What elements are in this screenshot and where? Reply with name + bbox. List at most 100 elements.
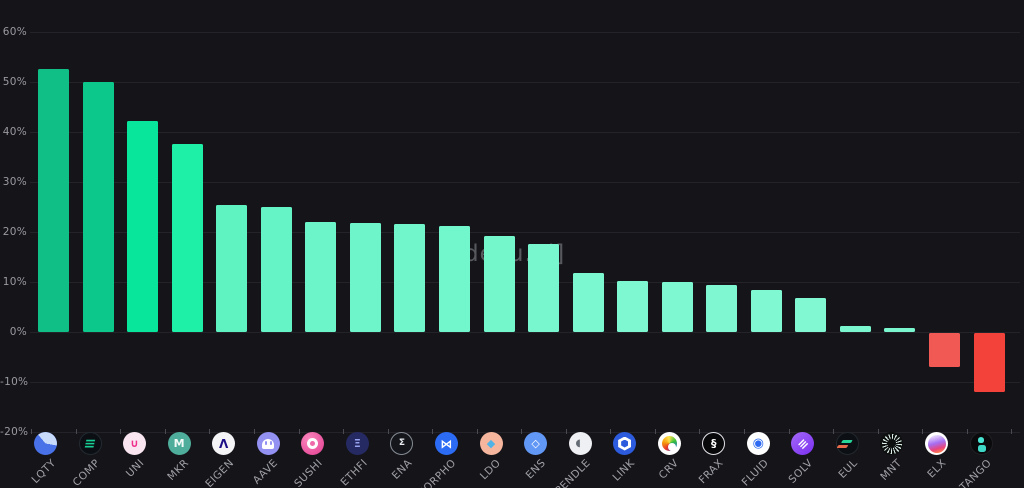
x-axis-tick	[209, 429, 211, 434]
x-axis-category-label: ENS	[523, 457, 549, 482]
eigenlayer-icon	[212, 432, 236, 455]
x-axis-category-label: CRV	[657, 457, 682, 482]
liquity-icon	[34, 432, 57, 455]
x-axis-tick	[432, 429, 434, 434]
y-gridline	[30, 182, 1020, 183]
bar[interactable]	[394, 223, 426, 332]
pendle-icon	[568, 432, 592, 455]
x-axis-tick	[833, 429, 835, 434]
bar[interactable]	[795, 297, 827, 332]
bar[interactable]	[260, 207, 292, 332]
fluid-icon	[746, 432, 770, 455]
x-axis-category-label: AAVE	[251, 457, 281, 487]
aave-icon	[256, 432, 280, 455]
y-gridline	[30, 232, 1020, 233]
curve-icon	[657, 432, 681, 455]
x-axis-category-label: LINK	[610, 457, 638, 484]
y-axis-tick-label: 30%	[2, 176, 27, 188]
elixir-icon	[925, 432, 948, 455]
bar[interactable]	[706, 284, 738, 332]
x-axis-tick	[788, 429, 790, 434]
x-axis-category-label: MNT	[878, 457, 905, 484]
y-axis-tick-label: 40%	[2, 126, 27, 138]
bar[interactable]	[528, 244, 560, 332]
y-gridline	[30, 32, 1020, 33]
solv-icon	[791, 432, 815, 455]
bar[interactable]	[127, 121, 159, 332]
x-axis-tick	[75, 429, 77, 434]
x-axis-tick	[877, 429, 879, 434]
etherfi-icon	[345, 432, 369, 455]
compound-icon	[78, 432, 102, 455]
bar[interactable]	[839, 326, 871, 332]
bar[interactable]	[305, 222, 337, 332]
y-gridline	[30, 332, 1020, 333]
x-axis-tick	[565, 429, 567, 434]
y-axis-tick-label: 0%	[9, 326, 27, 338]
maker-icon	[167, 432, 191, 455]
x-axis-category-label: ENA	[389, 457, 415, 482]
bar[interactable]	[82, 81, 114, 332]
x-axis-tick	[744, 429, 745, 434]
x-axis-category-label: PENDLE	[552, 457, 593, 488]
x-axis-category-label: FLUID	[739, 457, 771, 488]
x-axis-tick	[610, 429, 612, 434]
x-axis-tick	[699, 429, 701, 434]
chainlink-icon	[613, 432, 637, 455]
x-axis-category-label: TANGO	[957, 457, 994, 488]
y-axis-tick-label: -20%	[0, 426, 29, 438]
x-axis-tick	[120, 429, 122, 434]
bar[interactable]	[171, 143, 203, 332]
bar[interactable]	[617, 281, 649, 332]
x-axis-category-label: ELX	[925, 457, 949, 481]
y-gridline	[30, 382, 1020, 383]
bar[interactable]	[38, 69, 69, 332]
x-axis-category-label: EUL	[836, 457, 860, 481]
x-axis-tick	[298, 429, 300, 434]
ethena-icon	[390, 432, 414, 455]
x-axis-category-label: FRAX	[697, 457, 727, 487]
x-axis-tick	[1011, 429, 1013, 434]
bar[interactable]	[929, 333, 960, 367]
x-axis-tick	[31, 429, 33, 434]
bar[interactable]	[438, 226, 470, 332]
bar[interactable]	[349, 222, 381, 332]
x-axis-tick	[164, 429, 166, 434]
y-gridline	[30, 432, 1020, 433]
bar[interactable]	[216, 205, 248, 332]
x-axis-tick	[654, 429, 656, 434]
x-axis-category-label: ETHFI	[338, 457, 370, 488]
x-axis-tick	[966, 429, 968, 434]
uniswap-icon	[123, 432, 147, 455]
bar[interactable]	[973, 333, 1005, 392]
mantle-icon	[880, 432, 904, 455]
x-axis-category-label: MORPHO	[415, 457, 459, 488]
x-axis-category-label: LQTY	[29, 457, 58, 486]
lido-icon	[479, 432, 503, 455]
morpho-icon	[434, 432, 458, 455]
x-axis-tick	[521, 429, 523, 434]
y-axis-tick-label: 60%	[2, 26, 27, 38]
x-axis-category-label: MKR	[165, 457, 192, 483]
bar[interactable]	[750, 290, 782, 332]
bar[interactable]	[483, 236, 515, 332]
y-axis-tick-label: 10%	[2, 276, 27, 288]
bar[interactable]	[661, 281, 693, 332]
tango-icon	[969, 432, 993, 455]
euler-icon	[835, 432, 859, 455]
y-axis-tick-label: 20%	[2, 226, 27, 238]
frax-icon	[702, 432, 726, 455]
x-axis-category-label: SUSHI	[292, 457, 326, 488]
x-axis-category-label: LDO	[478, 457, 504, 483]
x-axis-category-label: SOLV	[786, 457, 816, 486]
x-axis-tick	[387, 429, 389, 434]
bar[interactable]	[884, 327, 916, 332]
x-axis-tick	[476, 429, 478, 434]
y-axis-tick-label: -10%	[0, 376, 29, 388]
y-gridline	[30, 282, 1020, 283]
y-axis-tick-label: 50%	[2, 76, 27, 88]
y-gridline	[30, 82, 1020, 83]
bar[interactable]	[572, 273, 604, 332]
x-axis-tick	[922, 429, 924, 434]
